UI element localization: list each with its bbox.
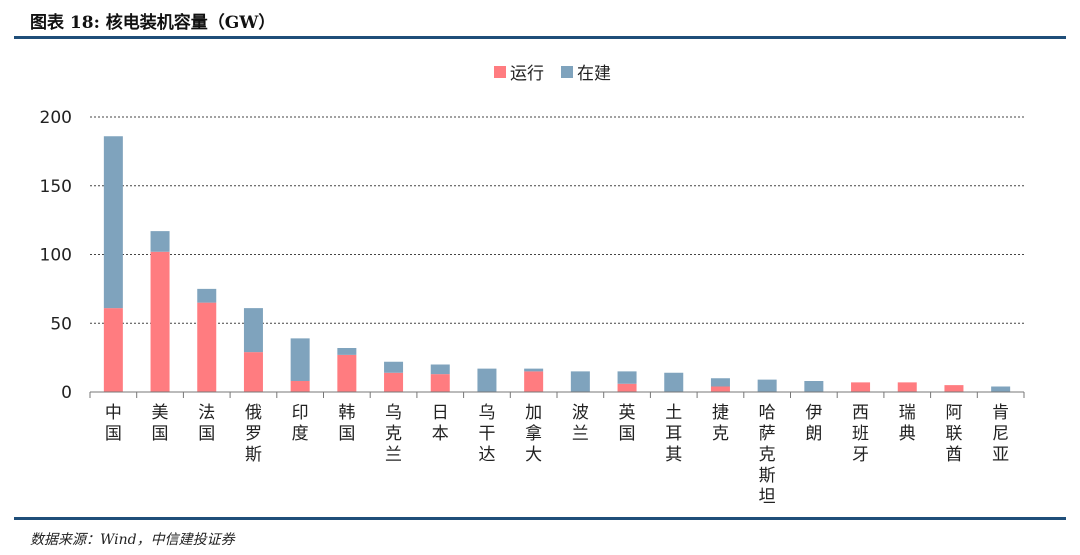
bars bbox=[103, 136, 1011, 392]
x-tick-label: 西班牙 bbox=[852, 403, 869, 465]
bar-building-9 bbox=[524, 368, 544, 372]
bar-running-1 bbox=[150, 251, 170, 392]
legend-swatch-1 bbox=[561, 66, 573, 78]
bar-running-18 bbox=[944, 385, 964, 392]
x-tick-label: 乌克兰 bbox=[385, 403, 402, 465]
bar-running-13 bbox=[710, 386, 730, 392]
x-tick-label: 日本 bbox=[432, 403, 449, 444]
bar-running-9 bbox=[524, 371, 544, 392]
y-axis-ticks: 0 50 100 150 200 bbox=[40, 108, 72, 403]
bar-building-12 bbox=[664, 372, 684, 392]
top-rule bbox=[14, 36, 1066, 39]
bar-running-6 bbox=[384, 372, 404, 392]
bar-building-13 bbox=[710, 378, 730, 387]
y-tick-label: 100 bbox=[40, 246, 72, 266]
bar-running-3 bbox=[243, 352, 263, 392]
bar-running-7 bbox=[430, 374, 450, 392]
bar-building-0 bbox=[103, 136, 123, 309]
bar-building-6 bbox=[384, 361, 404, 373]
x-axis bbox=[89, 391, 1025, 398]
bar-building-19 bbox=[991, 386, 1011, 392]
y-tick-label: 0 bbox=[61, 383, 72, 403]
legend-swatch-0 bbox=[494, 66, 506, 78]
bar-building-1 bbox=[150, 231, 170, 252]
legend-label-0: 运行 bbox=[510, 64, 544, 84]
bar-building-15 bbox=[804, 381, 824, 392]
bar-building-10 bbox=[570, 371, 590, 392]
bar-building-4 bbox=[290, 338, 310, 381]
x-tick-label: 印度 bbox=[292, 403, 309, 444]
figure-title: 图表 18: 核电装机容量（GW） bbox=[30, 13, 276, 33]
bar-building-14 bbox=[757, 379, 777, 392]
x-tick-label: 阿联酋 bbox=[945, 403, 962, 465]
bar-building-2 bbox=[197, 288, 217, 303]
bar-building-7 bbox=[430, 364, 450, 375]
bar-running-17 bbox=[897, 382, 917, 392]
x-tick-label: 伊朗 bbox=[805, 403, 822, 444]
bottom-rule bbox=[14, 517, 1066, 520]
y-tick-label: 200 bbox=[40, 108, 72, 128]
x-tick-label: 加拿大 bbox=[525, 403, 542, 465]
grid-lines bbox=[90, 116, 1024, 324]
bar-running-4 bbox=[290, 381, 310, 392]
x-tick-label: 俄罗斯 bbox=[245, 403, 262, 465]
bar-running-2 bbox=[197, 302, 217, 392]
legend: 运行 在建 bbox=[494, 64, 611, 84]
x-tick-label: 美国 bbox=[152, 403, 169, 444]
legend-label-1: 在建 bbox=[577, 64, 611, 84]
source-note: 数据来源：Wind，中信建投证券 bbox=[30, 532, 235, 548]
x-tick-label: 捷克 bbox=[712, 403, 729, 444]
bar-running-11 bbox=[617, 383, 637, 392]
bar-building-3 bbox=[243, 308, 263, 353]
x-tick-label: 土耳其 bbox=[665, 403, 682, 465]
x-tick-label: 波兰 bbox=[572, 403, 589, 444]
bar-building-8 bbox=[477, 368, 497, 392]
x-tick-label: 乌干达 bbox=[478, 403, 495, 465]
y-tick-label: 150 bbox=[40, 177, 72, 197]
bar-building-11 bbox=[617, 371, 637, 384]
x-tick-label: 瑞典 bbox=[899, 403, 916, 444]
bar-running-5 bbox=[337, 354, 357, 392]
bar-building-5 bbox=[337, 348, 357, 355]
y-tick-label: 50 bbox=[50, 314, 72, 334]
x-tick-label: 中国 bbox=[105, 403, 122, 444]
x-tick-label: 哈萨克斯坦 bbox=[759, 403, 776, 507]
bar-running-16 bbox=[851, 382, 871, 392]
x-tick-label: 法国 bbox=[198, 403, 215, 444]
x-tick-label: 韩国 bbox=[338, 403, 355, 444]
x-tick-label: 英国 bbox=[619, 403, 636, 444]
x-tick-label: 肯尼亚 bbox=[992, 403, 1009, 465]
bar-running-0 bbox=[103, 308, 123, 392]
